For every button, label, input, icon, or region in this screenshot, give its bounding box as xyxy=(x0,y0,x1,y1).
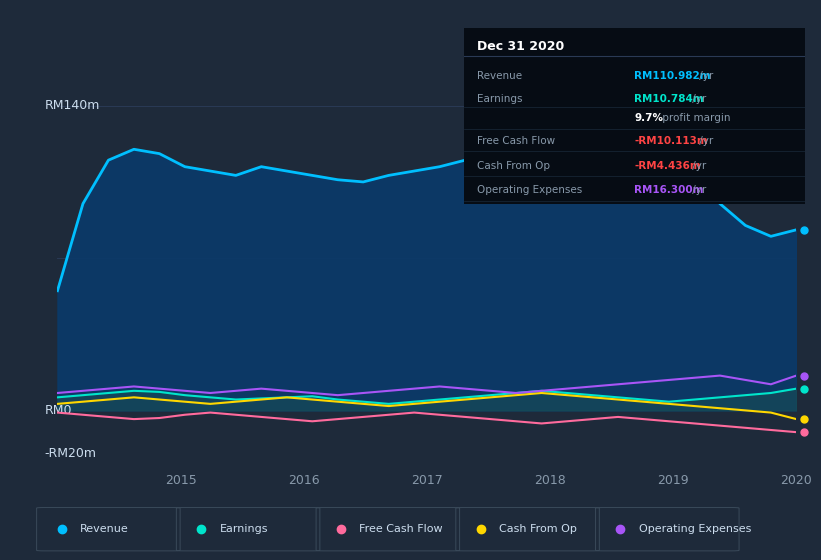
Text: Free Cash Flow: Free Cash Flow xyxy=(359,524,443,534)
Text: /yr: /yr xyxy=(690,94,707,104)
Text: RM110.982m: RM110.982m xyxy=(635,71,711,81)
Text: -RM4.436m: -RM4.436m xyxy=(635,161,701,171)
Text: Cash From Op: Cash From Op xyxy=(499,524,576,534)
Text: 2020: 2020 xyxy=(781,474,812,487)
Text: Revenue: Revenue xyxy=(80,524,128,534)
Text: Earnings: Earnings xyxy=(219,524,268,534)
Text: Operating Expenses: Operating Expenses xyxy=(639,524,751,534)
Text: RM140m: RM140m xyxy=(44,99,100,112)
Text: 2016: 2016 xyxy=(288,474,319,487)
Text: RM16.300m: RM16.300m xyxy=(635,185,704,195)
Text: RM0: RM0 xyxy=(44,404,72,417)
Text: -RM20m: -RM20m xyxy=(44,447,97,460)
Text: 2018: 2018 xyxy=(534,474,566,487)
Text: -RM10.113m: -RM10.113m xyxy=(635,136,708,146)
Text: 2019: 2019 xyxy=(658,474,689,487)
Text: /yr: /yr xyxy=(695,136,713,146)
Text: 2015: 2015 xyxy=(165,474,196,487)
Text: Earnings: Earnings xyxy=(478,94,523,104)
Text: /yr: /yr xyxy=(690,161,707,171)
Text: profit margin: profit margin xyxy=(658,113,730,123)
Text: Revenue: Revenue xyxy=(478,71,523,81)
Text: Dec 31 2020: Dec 31 2020 xyxy=(478,40,565,53)
Text: 9.7%: 9.7% xyxy=(635,113,663,123)
Text: Cash From Op: Cash From Op xyxy=(478,161,551,171)
Text: RM10.784m: RM10.784m xyxy=(635,94,704,104)
Text: Free Cash Flow: Free Cash Flow xyxy=(478,136,556,146)
Text: /yr: /yr xyxy=(690,185,707,195)
Text: /yr: /yr xyxy=(695,71,713,81)
Text: 2017: 2017 xyxy=(411,474,443,487)
Text: Operating Expenses: Operating Expenses xyxy=(478,185,583,195)
